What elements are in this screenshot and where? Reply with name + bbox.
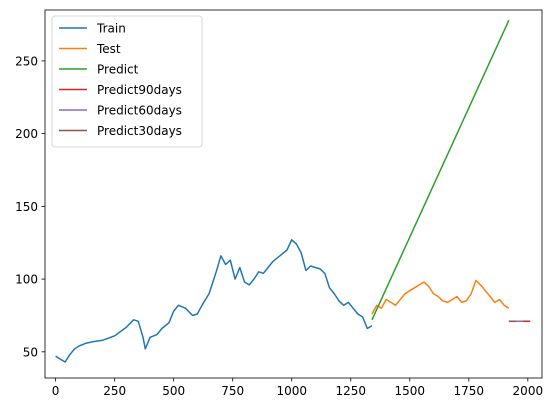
legend: Train Test Predict Predict90days Predict60da… [52, 16, 202, 147]
x-axis: 0 250 500 750 1000 1250 1500 1750 2000 [52, 378, 543, 398]
x-tick-label: 250 [103, 384, 126, 398]
x-tick-label: 750 [221, 384, 244, 398]
y-tick-label: 250 [15, 54, 38, 68]
x-tick-label: 1500 [395, 384, 426, 398]
y-tick-label: 200 [15, 127, 38, 141]
legend-label: Train [96, 22, 126, 36]
series-line-predict [372, 20, 509, 320]
x-tick-label: 500 [162, 384, 185, 398]
x-tick-label: 1250 [335, 384, 366, 398]
x-tick-label: 2000 [513, 384, 544, 398]
legend-label: Predict90days [97, 83, 182, 97]
x-tick-label: 0 [52, 384, 60, 398]
legend-label: Predict30days [97, 124, 182, 138]
y-tick-label: 150 [15, 200, 38, 214]
series-line-train [56, 240, 372, 362]
x-tick-label: 1000 [276, 384, 307, 398]
x-tick-label: 1750 [454, 384, 485, 398]
series-line-test [372, 281, 509, 315]
y-tick-label: 100 [15, 273, 38, 287]
legend-label: Predict [97, 63, 139, 77]
y-tick-label: 50 [23, 345, 38, 359]
y-axis: 50 100 150 200 250 [15, 54, 45, 359]
legend-label: Test [96, 42, 121, 56]
legend-label: Predict60days [97, 104, 182, 118]
